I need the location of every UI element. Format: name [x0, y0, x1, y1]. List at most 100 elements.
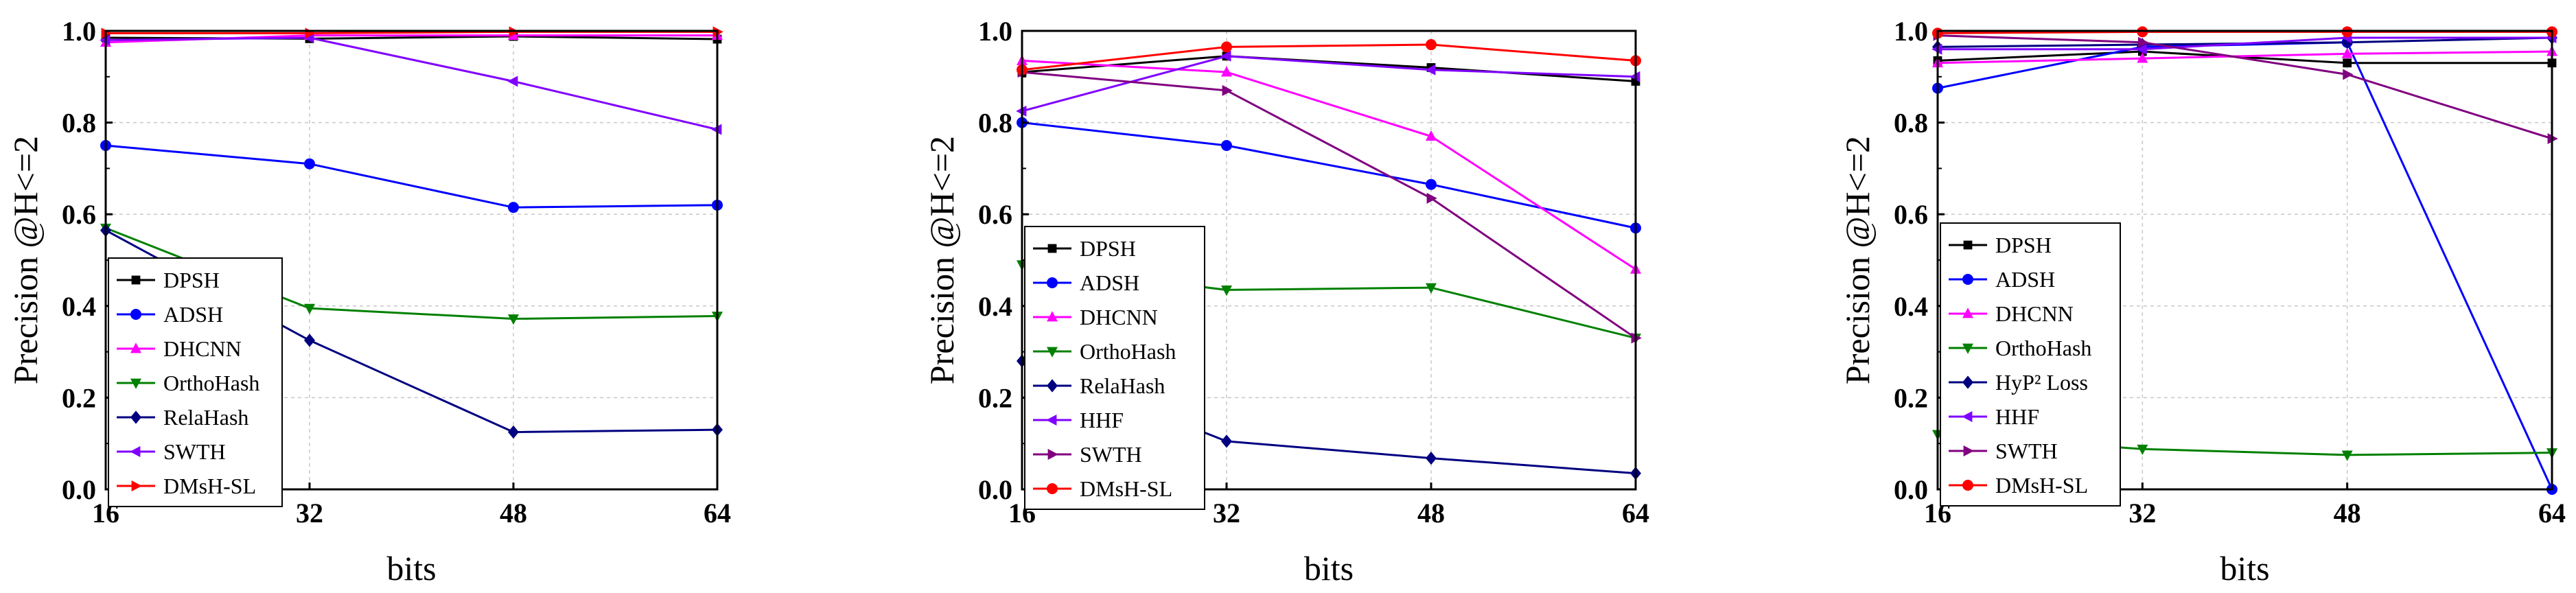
legend-marker-HHF — [1046, 415, 1057, 426]
data-point-RelaHash-32 — [1221, 434, 1232, 448]
x-tick-label: 32 — [2128, 498, 2156, 528]
data-point-DPSH-48 — [2343, 58, 2352, 68]
legend-marker-ADSH — [1047, 277, 1058, 288]
data-point-SWTH-32 — [2137, 36, 2149, 48]
y-tick-label: 0.4 — [978, 291, 1012, 322]
legend-entry-label: HyP² Loss — [1995, 370, 2088, 395]
legend-marker-SWTH — [1963, 445, 1974, 456]
legend-marker-RelaHash — [130, 410, 141, 424]
data-point-HHF-48 — [1425, 64, 1436, 75]
data-point-OrthoHash-32 — [304, 303, 315, 314]
legend-marker-DHCNN — [1047, 311, 1058, 322]
series-line-ADSH — [105, 144, 718, 209]
y-axis-label: Precision @H<=2 — [6, 136, 45, 384]
data-point-DHCNN-48 — [1426, 130, 1437, 141]
legend-entry-label: HHF — [1995, 404, 2039, 429]
legend-entry-label: DHCNN — [1080, 305, 1158, 329]
legend-entry-label: OrthoHash — [1995, 336, 2091, 360]
series-line-ADSH — [1021, 121, 1636, 229]
data-point-ADSH-32 — [304, 158, 315, 170]
legend-marker-HyP² Loss — [1962, 375, 1973, 389]
data-point-OrthoHash-48 — [1426, 283, 1437, 294]
series-line-HHF — [1938, 36, 2552, 51]
legend-marker-DHCNN — [1962, 307, 1973, 318]
series-line-DMsH-SL — [106, 30, 717, 34]
x-tick-label: 64 — [2538, 498, 2566, 528]
legend-entry-label: DMsH-SL — [1995, 473, 2088, 498]
data-point-RelaHash-48 — [508, 425, 519, 439]
series-line-DHCNN — [1937, 50, 2553, 65]
series-line-DHCNN — [1021, 59, 1636, 270]
x-tick-label: 64 — [704, 498, 731, 528]
y-tick-label: 0.0 — [1894, 474, 1928, 505]
legend: DPSH ADSH DHCNN OrthoHash HyP² Loss HHF SWTH DM… — [1940, 222, 2121, 507]
data-point-SWTH-48 — [1426, 192, 1437, 204]
legend-entry-label: DMsH-SL — [163, 474, 256, 498]
legend-marker-DMsH-SL — [1047, 483, 1058, 494]
data-point-SWTH-48 — [2343, 69, 2354, 80]
y-tick-label: 1.0 — [62, 16, 96, 47]
legend-entry-label: ADSH — [1080, 270, 1139, 295]
y-tick-label: 0.8 — [978, 108, 1012, 139]
legend-marker-OrthoHash — [1047, 347, 1058, 358]
data-point-OrthoHash-32 — [2137, 444, 2148, 456]
legend-entry-label: SWTH — [1080, 442, 1142, 467]
legend-marker-ADSH — [130, 309, 141, 320]
data-point-ADSH-32 — [1221, 140, 1232, 151]
series-line-HHF — [1021, 55, 1636, 113]
y-axis-label: Precision @H<=2 — [923, 136, 961, 384]
series-line-DPSH — [1021, 55, 1636, 82]
legend-marker-DHCNN — [130, 342, 141, 353]
legend-marker-SWTH — [130, 446, 141, 457]
legend-entry-label: DMsH-SL — [1080, 476, 1172, 501]
series-line-SWTH — [105, 36, 718, 131]
x-tick-label: 32 — [296, 498, 323, 528]
data-point-OrthoHash-48 — [2341, 450, 2353, 461]
x-axis-label: bits — [1304, 549, 1354, 588]
y-axis-label: Precision @H<=2 — [1838, 136, 1877, 384]
y-tick-label: 0.2 — [978, 382, 1012, 413]
legend-entry-label: ADSH — [163, 302, 223, 327]
legend: DPSH ADSH DHCNN OrthoHash RelaHash HHF SWTH DMs… — [1024, 226, 1205, 510]
data-point-DHCNN-48 — [2341, 47, 2353, 58]
legend-marker-OrthoHash — [130, 378, 141, 389]
legend-marker-OrthoHash — [1962, 343, 1973, 354]
data-point-OrthoHash-48 — [508, 314, 519, 325]
y-tick-label: 0.8 — [62, 108, 96, 139]
y-tick-label: 0.4 — [62, 291, 96, 322]
legend: DPSH ADSH DHCNN OrthoHash RelaHash SWTH DMsH-S… — [108, 257, 283, 507]
legend-marker-DPSH — [1047, 244, 1057, 253]
legend-box — [1940, 222, 2121, 507]
x-tick-label: 48 — [500, 498, 527, 528]
series-line-DPSH — [1937, 50, 2552, 65]
data-point-DMsH-SL-32 — [1221, 41, 1232, 53]
x-tick-label: 64 — [1622, 498, 1649, 528]
legend-entry-label: DHCNN — [1995, 301, 2074, 326]
chart-panel-1: 0.00.20.40.60.81.016 32 48 64bitsPrecision … — [6, 16, 731, 588]
legend-entry-label: DHCNN — [163, 336, 242, 361]
data-point-HHF-32 — [1220, 50, 1231, 62]
legend-entry-label: SWTH — [163, 439, 226, 464]
data-point-RelaHash-32 — [304, 334, 315, 347]
x-tick-label: 32 — [1213, 498, 1240, 528]
legend-entry-label: DPSH — [1995, 233, 2052, 257]
data-point-SWTH-48 — [507, 75, 518, 87]
data-point-DMsH-SL-48 — [1426, 39, 1437, 51]
legend-marker-HHF — [1962, 411, 1973, 422]
chart-panel-3: 0.00.20.40.60.81.016 32 48 64bitsPrecision … — [1838, 16, 2566, 588]
legend-entry-label: ADSH — [1995, 267, 2055, 292]
x-tick-label: 48 — [1417, 498, 1445, 528]
series-line-DMsH-SL — [1021, 43, 1636, 71]
data-point-DHCNN-32 — [2137, 52, 2148, 63]
data-point-DHCNN-32 — [1221, 66, 1232, 77]
x-axis-label: bits — [386, 549, 436, 588]
data-point-OrthoHash-32 — [1221, 286, 1232, 296]
y-tick-label: 0.6 — [62, 199, 96, 230]
legend-marker-DMsH-SL — [131, 480, 142, 491]
legend-marker-SWTH — [1047, 449, 1058, 460]
legend-entry-label: OrthoHash — [1080, 339, 1176, 364]
series-line-SWTH — [1937, 34, 2553, 140]
y-tick-label: 1.0 — [1894, 16, 1928, 47]
legend-marker-RelaHash — [1047, 379, 1058, 393]
y-tick-label: 0.8 — [1894, 108, 1928, 139]
